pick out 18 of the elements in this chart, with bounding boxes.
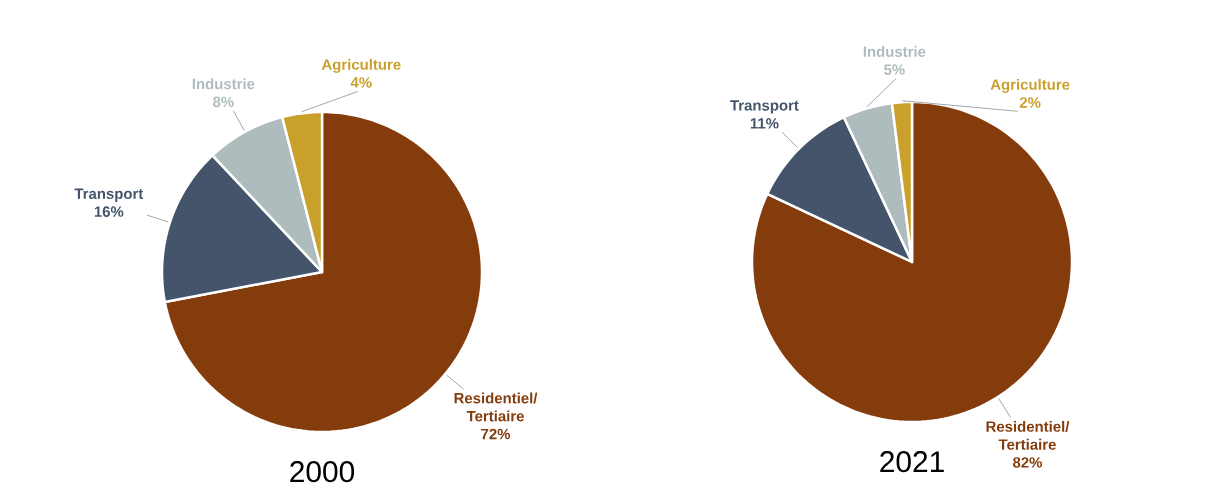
slice-label: Residentiel/ Tertiaire (986, 420, 1070, 450)
slice-label: Transport (730, 100, 799, 114)
data-label: 4% (350, 77, 372, 88)
data-label: 11% (750, 118, 779, 129)
data-label: 72% (481, 428, 511, 440)
slice-label: Residentiel/ Tertiaire (454, 392, 538, 422)
data-label: 8% (213, 96, 234, 108)
text: 2021 (880, 451, 944, 473)
text: 2000 (290, 461, 355, 483)
slice-label: Industrie (863, 46, 926, 57)
data-label: 5% (884, 64, 905, 75)
data-label: 2% (1019, 97, 1041, 108)
slice-label: Transport (74, 188, 144, 202)
slice-label: Industrie (192, 78, 255, 90)
slice-label: Agriculture (990, 78, 1070, 93)
data-label: 16% (94, 206, 124, 217)
data-label: 82% (1012, 457, 1043, 468)
slice-label: Agriculture (321, 58, 401, 73)
